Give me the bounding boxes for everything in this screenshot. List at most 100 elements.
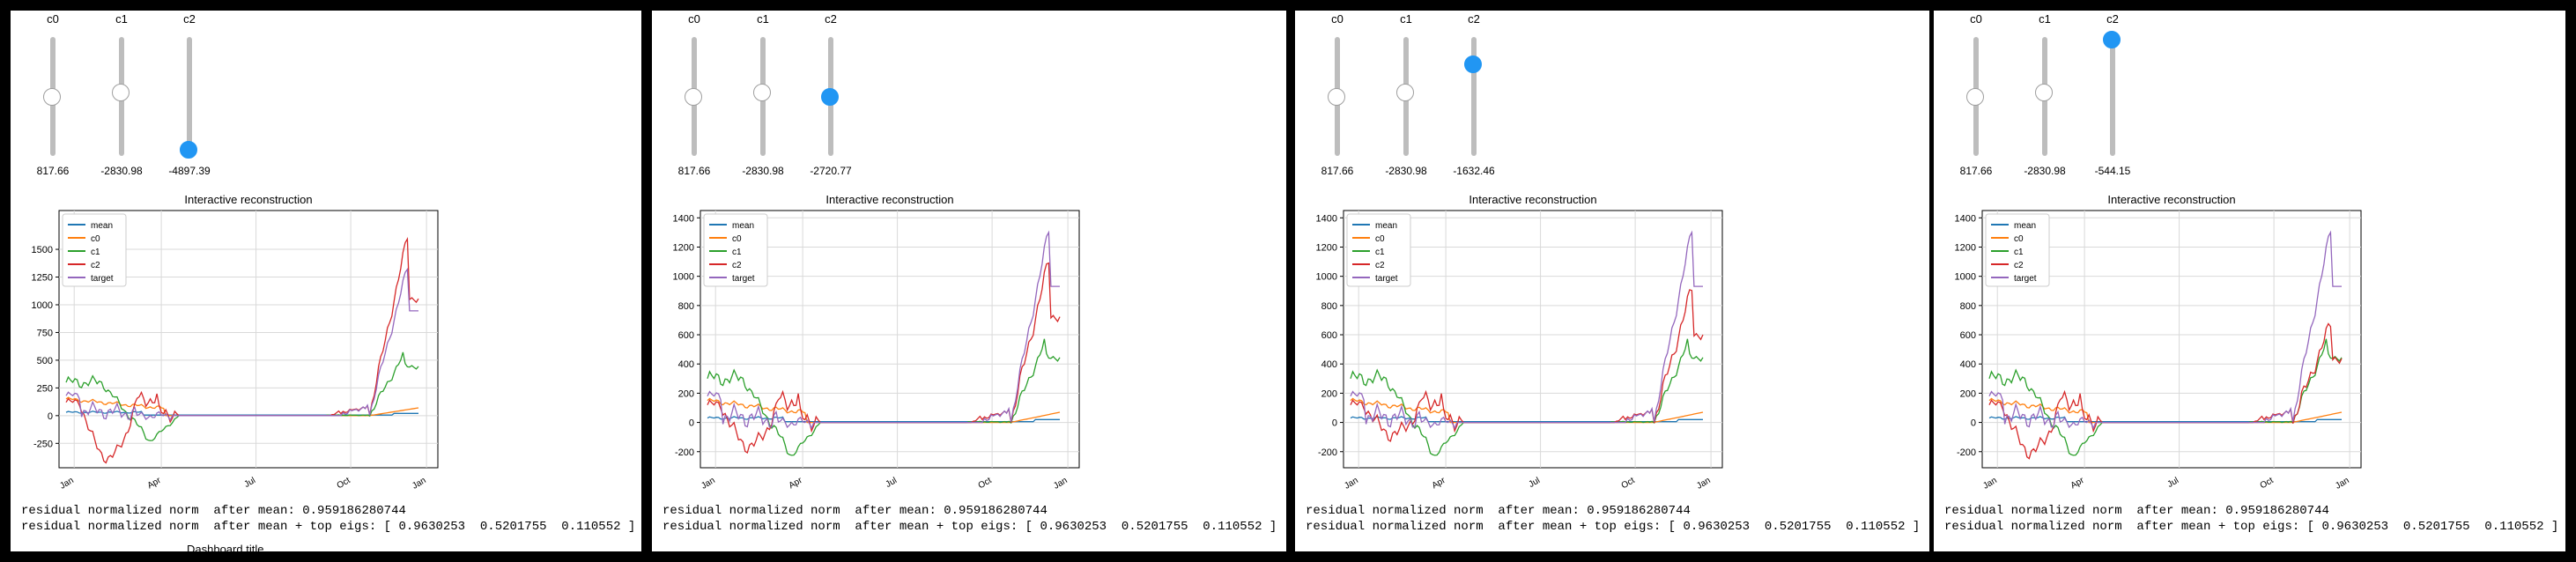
x-tick-label: Jan [1981, 476, 1998, 492]
legend-label: target [732, 274, 755, 284]
output-panel: c0 817.66 c1 -2830.98 c2 -4897.39 Interactive … [11, 11, 641, 551]
y-tick-label: 0 [1971, 418, 1976, 429]
slider-handle[interactable] [753, 84, 771, 102]
y-tick-label: 1200 [1316, 242, 1337, 253]
legend-label: c1 [1375, 248, 1385, 257]
slider-label: c1 [1400, 12, 1412, 26]
output-panel: c0 817.66 c1 -2830.98 c2 -544.15 Interactive r… [1934, 11, 2565, 551]
x-tick-label: Apr [788, 476, 805, 492]
legend-label: c2 [2014, 261, 2024, 270]
slider-c0[interactable]: c0 817.66 [668, 11, 721, 187]
legend: mean c0 c1 c2 target [1346, 213, 1411, 287]
slider-group: c0 817.66 c1 -2830.98 c2 -1632.46 [1311, 11, 1540, 187]
slider-handle[interactable] [180, 141, 197, 159]
y-tick-label: 1400 [1316, 213, 1337, 224]
slider-c1[interactable]: c1 -2830.98 [95, 11, 148, 187]
slider-label: c1 [2039, 12, 2051, 26]
slider-value: -2830.98 [1385, 165, 1427, 177]
residual-after-eigs: residual normalized norm after mean + to… [663, 520, 1277, 534]
x-tick-label: Jul [885, 476, 899, 490]
y-tick-label: 1000 [673, 272, 694, 283]
residual-after-eigs: residual normalized norm after mean + to… [1944, 520, 2559, 534]
slider-handle[interactable] [1396, 84, 1414, 102]
slider-value: -544.15 [2094, 165, 2131, 177]
chart-title: Interactive reconstruction [2107, 193, 2235, 206]
y-tick-label: 600 [1960, 330, 1976, 341]
x-tick-label: Oct [977, 476, 994, 491]
slider-track[interactable] [187, 37, 192, 156]
slider-value: 817.66 [36, 165, 70, 177]
slider-label: c1 [115, 12, 128, 26]
slider-c2[interactable]: c2 -1632.46 [1447, 11, 1500, 187]
x-tick-label: Oct [2259, 476, 2276, 491]
y-tick-label: 750 [37, 328, 53, 338]
slider-label: c0 [688, 12, 700, 26]
slider-handle[interactable] [1464, 55, 1482, 74]
x-tick-label: Jan [2334, 476, 2350, 492]
slider-handle[interactable] [2035, 84, 2053, 102]
slider-label: c2 [1468, 12, 1480, 26]
legend-label: c1 [2014, 248, 2024, 257]
slider-c1[interactable]: c1 -2830.98 [2018, 11, 2071, 187]
slider-c1[interactable]: c1 -2830.98 [737, 11, 789, 187]
legend-label: c2 [1375, 261, 1385, 270]
legend-label: target [1375, 274, 1398, 284]
slider-handle[interactable] [1328, 87, 1345, 106]
slider-c0[interactable]: c0 817.66 [1311, 11, 1364, 187]
slider-c0[interactable]: c0 817.66 [26, 11, 79, 187]
slider-handle[interactable] [43, 87, 61, 106]
slider-group: c0 817.66 c1 -2830.98 c2 -544.15 [1950, 11, 2179, 187]
x-tick-label: Jan [411, 476, 427, 492]
slider-handle[interactable] [112, 84, 130, 102]
slider-c2[interactable]: c2 -544.15 [2086, 11, 2139, 187]
legend-label: mean [2014, 221, 2036, 231]
slider-value: -2830.98 [742, 165, 784, 177]
y-tick-label: -200 [675, 447, 694, 458]
reconstruction-chart: Interactive reconstruction -250 0 250 500 750… [32, 193, 439, 492]
slider-group: c0 817.66 c1 -2830.98 c2 -2720.77 [668, 11, 897, 187]
y-tick-label: 400 [1960, 359, 1976, 370]
reconstruction-chart: Interactive reconstruction -200 0 200 400 600… [1316, 193, 1723, 492]
output-panel: c0 817.66 c1 -2830.98 c2 -2720.77 Interactive … [652, 11, 1286, 551]
y-tick-label: 200 [1960, 388, 1976, 399]
slider-c1[interactable]: c1 -2830.98 [1380, 11, 1432, 187]
cut-off-text: Dashboard title [187, 543, 264, 551]
x-tick-label: Jul [243, 476, 258, 490]
legend-label: c0 [91, 234, 100, 244]
slider-label: c2 [183, 12, 196, 26]
residual-after-mean: residual normalized norm after mean: 0.9… [663, 504, 1047, 518]
slider-track[interactable] [2110, 37, 2115, 156]
slider-value: -4897.39 [168, 165, 211, 177]
slider-c2[interactable]: c2 -2720.77 [804, 11, 857, 187]
x-tick-label: Jan [700, 476, 716, 492]
legend-label: c1 [91, 248, 100, 257]
legend-label: c0 [732, 234, 742, 244]
x-tick-label: Jan [58, 476, 75, 492]
residual-after-eigs: residual normalized norm after mean + to… [1306, 520, 1921, 534]
slider-handle[interactable] [685, 87, 702, 106]
slider-label: c1 [757, 12, 769, 26]
legend: mean c0 c1 c2 target [703, 213, 768, 287]
reconstruction-chart: Interactive reconstruction -200 0 200 400 600… [673, 193, 1080, 492]
slider-handle[interactable] [821, 87, 839, 106]
output-panel: c0 817.66 c1 -2830.98 c2 -1632.46 Interactive … [1295, 11, 1929, 551]
y-tick-label: 1000 [32, 300, 53, 311]
legend-label: c2 [732, 261, 742, 270]
slider-label: c2 [2106, 12, 2119, 26]
slider-handle[interactable] [2103, 30, 2121, 48]
slider-value: 817.66 [1321, 165, 1354, 177]
slider-c2[interactable]: c2 -4897.39 [163, 11, 216, 187]
slider-value: -2720.77 [810, 165, 852, 177]
series-line-target [707, 230, 1060, 430]
y-tick-label: -200 [1318, 447, 1337, 458]
legend-label: target [91, 274, 114, 284]
residual-after-mean: residual normalized norm after mean: 0.9… [1306, 504, 1691, 518]
x-tick-label: Apr [2069, 476, 2087, 492]
chart-title: Interactive reconstruction [184, 193, 312, 206]
y-tick-label: 500 [37, 356, 53, 366]
y-tick-label: 800 [1321, 301, 1337, 312]
slider-handle[interactable] [1966, 87, 1984, 106]
slider-track[interactable] [1471, 37, 1477, 156]
slider-c0[interactable]: c0 817.66 [1950, 11, 2002, 187]
y-tick-label: 1400 [673, 213, 694, 224]
